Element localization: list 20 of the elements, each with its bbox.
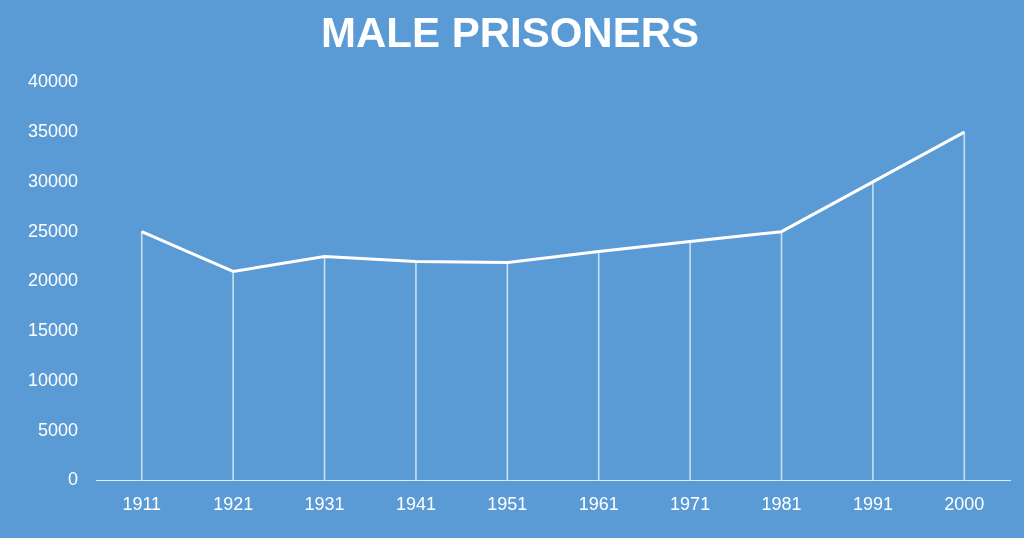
y-tick-label: 0: [68, 469, 79, 490]
x-tick-label: 1961: [578, 494, 619, 515]
y-tick-label: 10000: [27, 369, 79, 390]
x-tick-label: 2000: [944, 494, 985, 515]
chart-title: MALE PRISONERS: [320, 8, 700, 56]
y-tick-label: 5000: [38, 419, 79, 440]
y-tick-label: 15000: [27, 320, 79, 341]
y-tick-label: 40000: [27, 71, 79, 92]
y-tick-label: 35000: [27, 121, 79, 142]
x-tick-label: 1991: [852, 494, 893, 515]
x-tick-label: 1971: [670, 494, 711, 515]
x-tick-label: 1951: [487, 494, 528, 515]
y-tick-label: 20000: [27, 270, 79, 291]
x-tick-label: 1941: [395, 494, 436, 515]
y-tick-label: 25000: [27, 220, 79, 241]
x-tick-label: 1911: [122, 494, 162, 515]
y-tick-label: 30000: [27, 170, 79, 191]
x-tick-label: 1921: [213, 494, 254, 515]
x-tick-label: 1931: [304, 494, 345, 515]
x-tick-label: 1981: [761, 494, 802, 515]
